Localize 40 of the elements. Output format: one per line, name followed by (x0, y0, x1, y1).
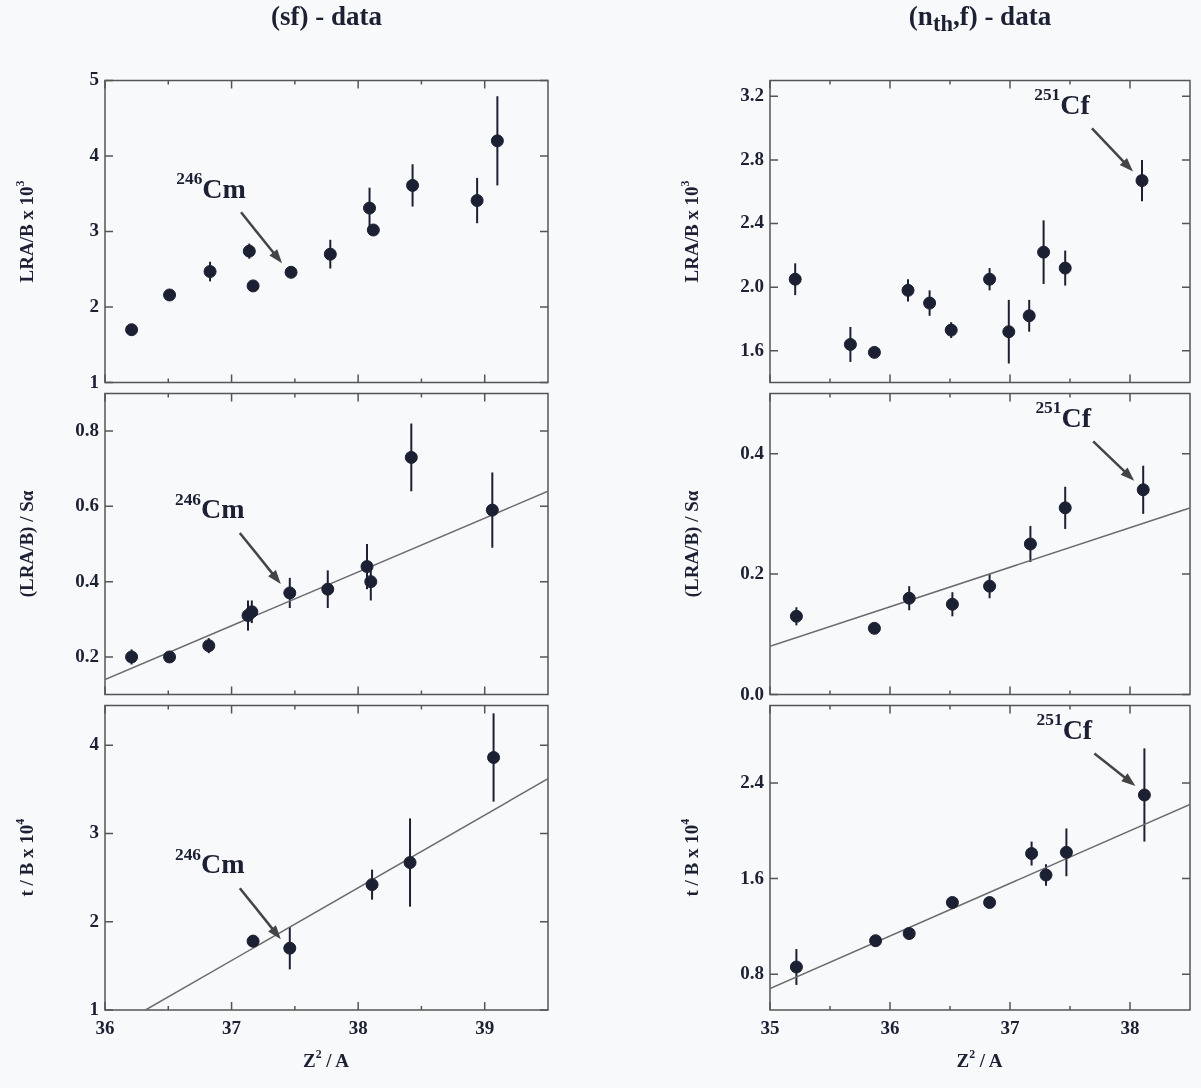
y-tick-label: 1.6 (740, 866, 764, 888)
y-tick-label: 4 (89, 733, 100, 755)
y-axis-title: t / B x 104 (13, 818, 37, 897)
x-tick-label: 38 (348, 1017, 368, 1039)
y-tick-label: 1.6 (740, 338, 764, 360)
chart-title: (sf) - data (271, 1, 382, 32)
y-tick-label: 1 (89, 370, 99, 392)
y-tick-label: 4 (89, 143, 100, 165)
y-tick-label: 3 (89, 821, 99, 843)
y-tick-label: 1 (89, 997, 99, 1019)
x-tick-label: 37 (222, 1017, 242, 1039)
y-tick-label: 0.8 (740, 962, 764, 984)
x-tick-label: 38 (1120, 1017, 1140, 1039)
chart-title: (n$_{th}$,f) - data (908, 1, 1052, 38)
y-tick-label: 0.8 (75, 418, 99, 440)
y-axis-title: t / B x 104 (678, 818, 702, 897)
y-axis-title: (LRA/B) / Sα (15, 490, 38, 598)
y-tick-label: 0.2 (75, 644, 99, 666)
y-tick-label: 2.4 (740, 770, 765, 792)
y-tick-label: 2.4 (740, 211, 765, 233)
y-tick-label: 2.0 (740, 275, 764, 297)
y-tick-label: 5 (89, 68, 99, 90)
x-tick-label: 37 (1000, 1017, 1020, 1039)
y-tick-label: 2.8 (740, 147, 764, 169)
y-tick-label: 2 (89, 294, 99, 316)
y-tick-label: 2 (89, 909, 99, 931)
y-tick-label: 0.4 (75, 569, 100, 591)
y-tick-label: 0.0 (740, 682, 764, 704)
y-tick-label: 3 (89, 219, 99, 241)
x-tick-label: 39 (475, 1017, 495, 1039)
x-tick-label: 36 (880, 1017, 900, 1039)
y-tick-label: 0.4 (740, 441, 765, 463)
y-tick-label: 3.2 (740, 84, 764, 106)
y-tick-label: 0.2 (740, 562, 764, 584)
y-tick-label: 0.6 (75, 494, 99, 516)
y-axis-title: (LRA/B) / Sα (680, 490, 703, 598)
y-axis-title: LRA/B x 103 (13, 180, 37, 283)
x-tick-label: 35 (760, 1017, 780, 1039)
y-axis-title: LRA/B x 103 (678, 180, 702, 283)
x-tick-label: 36 (95, 1017, 115, 1039)
